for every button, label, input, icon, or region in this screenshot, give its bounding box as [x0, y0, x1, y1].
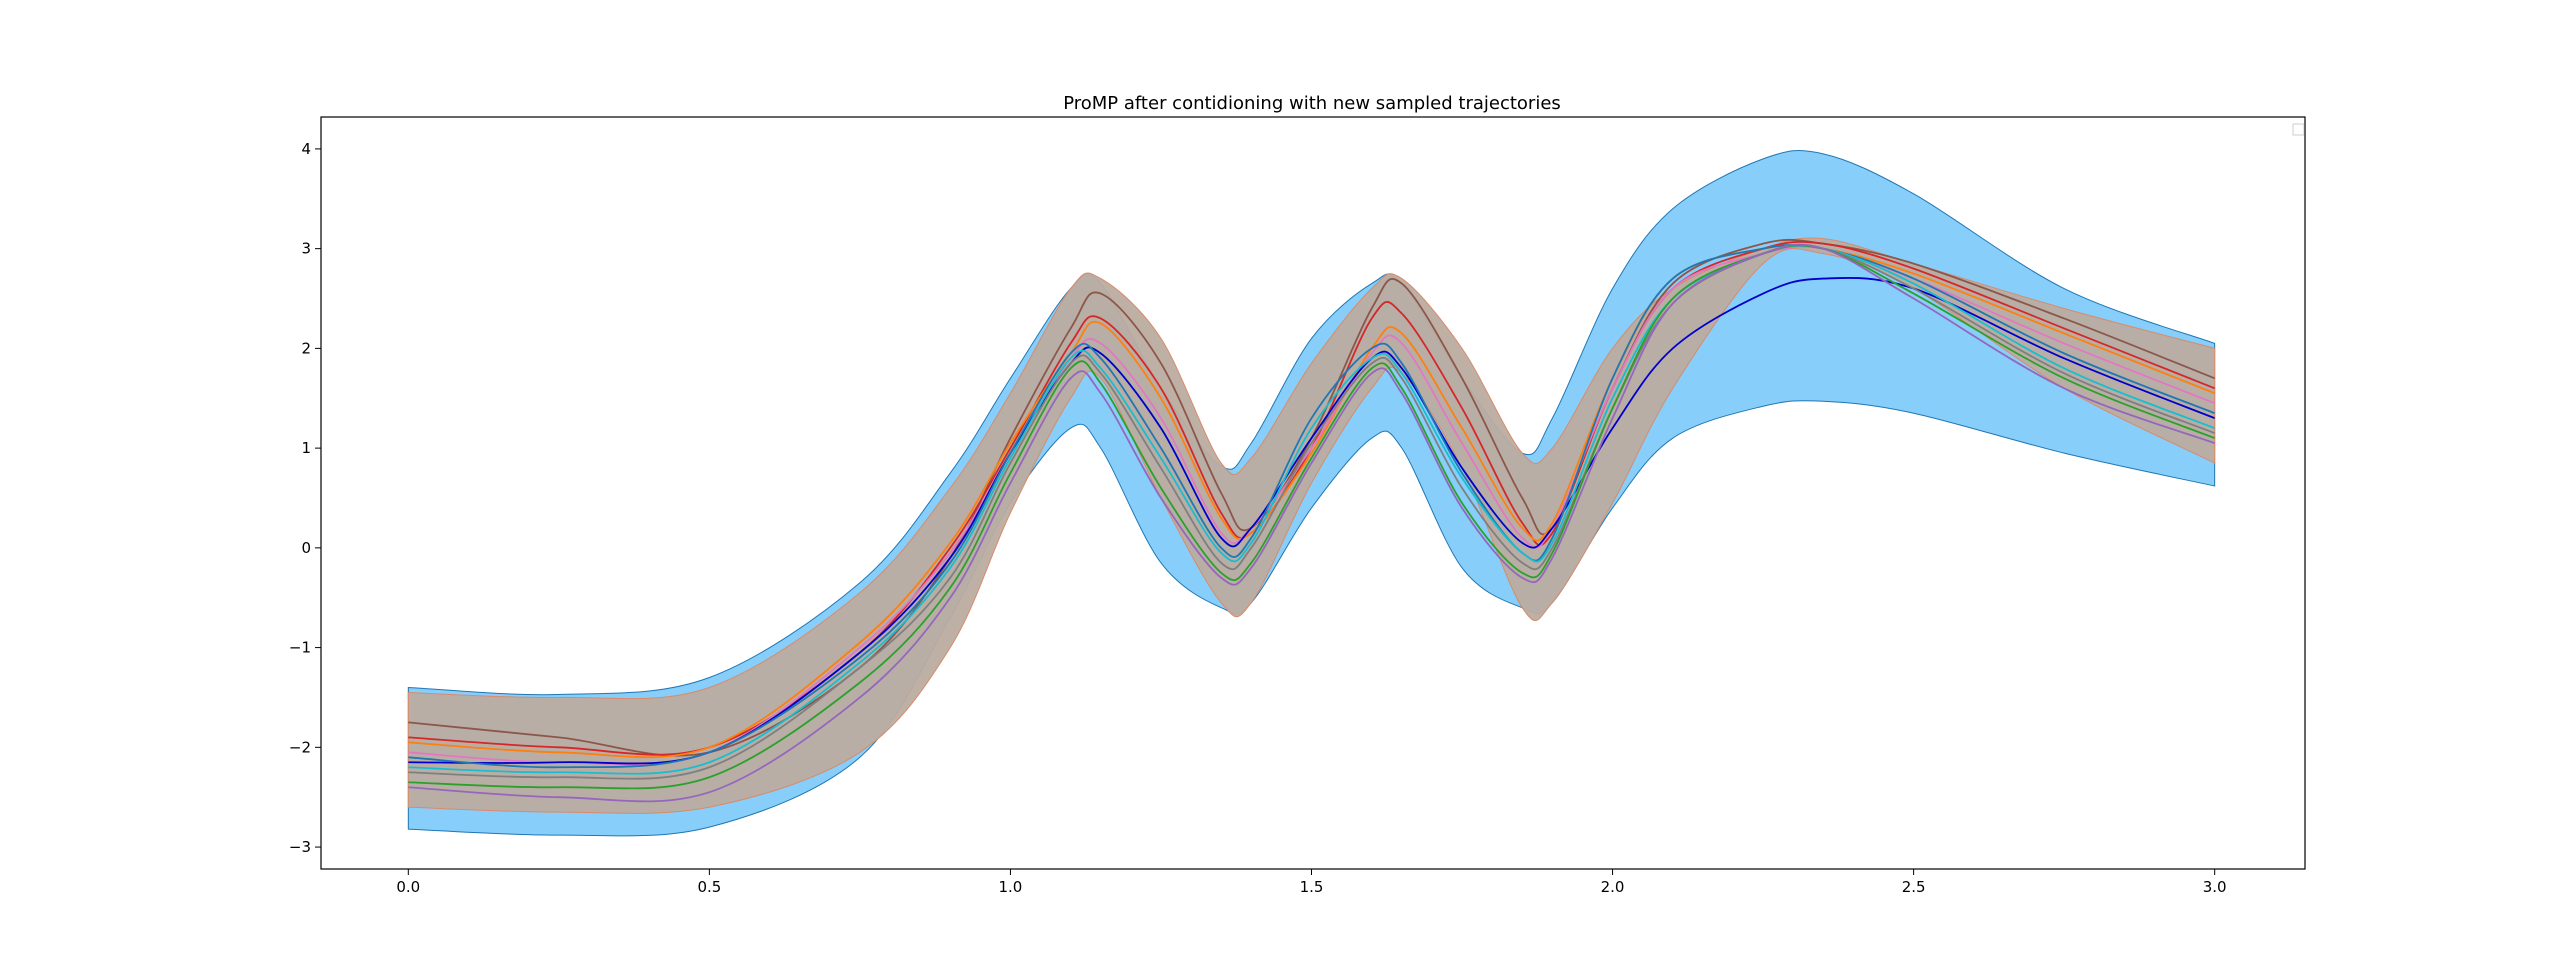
x-tick-label: 0.5 — [697, 878, 721, 896]
x-tick-label: 2.0 — [1601, 878, 1625, 896]
axes: 0.0 0.5 1.0 1.5 2.0 2.5 3.0 −3 −2 −1 0 1 2 3 4 — [289, 116, 2306, 896]
y-tick-label: 1 — [301, 439, 311, 457]
x-tick-label: 1.5 — [1300, 878, 1324, 896]
x-tick-label: 0.0 — [396, 878, 420, 896]
y-tick-label: 2 — [301, 339, 311, 357]
plot-area — [407, 150, 2216, 837]
y-tick-label: −1 — [289, 639, 311, 657]
x-tick-label: 1.0 — [999, 878, 1023, 896]
legend-box — [2292, 123, 2305, 136]
axes-frame — [320, 116, 2306, 870]
trajectory-line-10 — [408, 243, 2215, 803]
chart-title: ProMP after contidioning with new sample… — [1063, 93, 1561, 114]
y-tick-label: −3 — [289, 838, 311, 856]
conditioned-confidence-band — [407, 237, 2216, 814]
trajectory-line-6 — [408, 244, 2216, 769]
y-tick-label: 0 — [301, 539, 311, 557]
x-tick-label: 3.0 — [2203, 878, 2227, 896]
y-tick-label: 3 — [301, 240, 311, 258]
trajectory-line-5 — [408, 276, 2216, 765]
x-tick-label: 2.5 — [1902, 878, 1926, 896]
y-tick-label: −2 — [289, 738, 311, 756]
y-tick-label: 4 — [301, 140, 311, 158]
